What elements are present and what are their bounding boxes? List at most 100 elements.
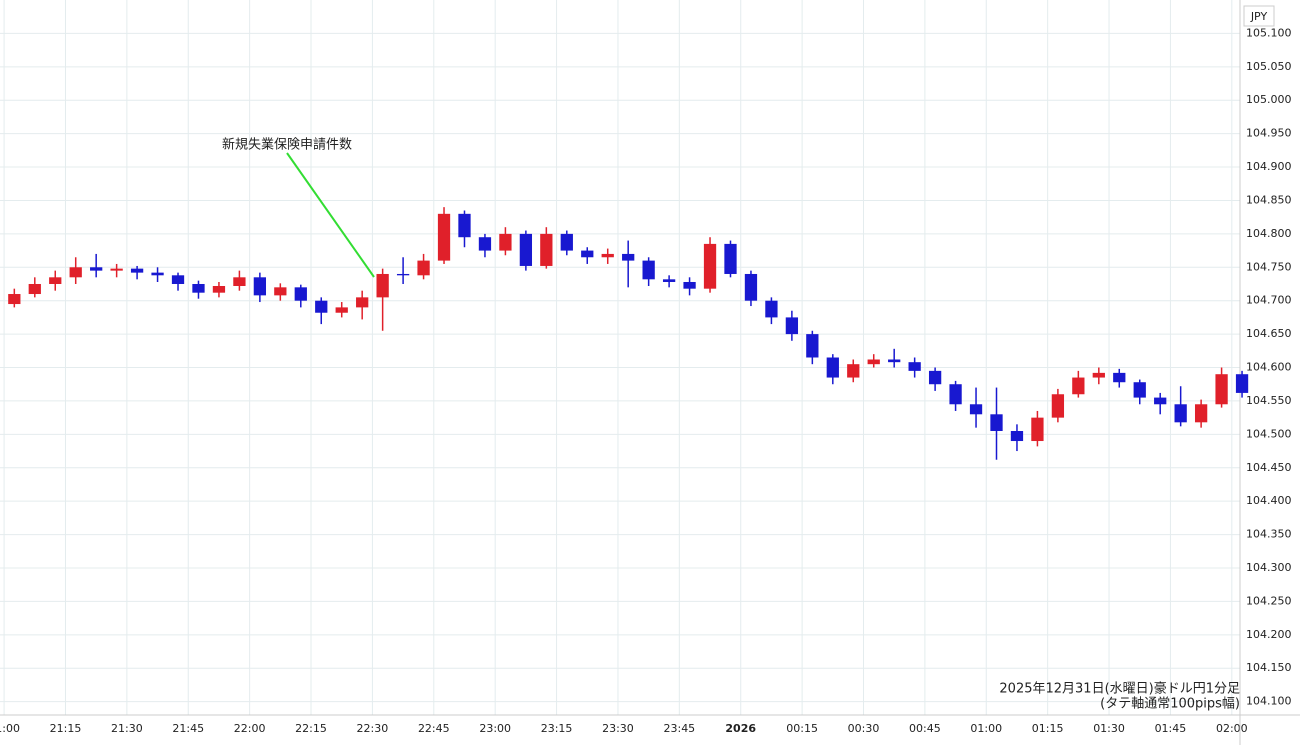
candle-body bbox=[396, 273, 410, 276]
candle-body bbox=[601, 253, 614, 258]
candle-body bbox=[151, 272, 164, 276]
candle-body bbox=[171, 275, 185, 284]
x-tick-label: 21:30 bbox=[111, 722, 143, 735]
candle-body bbox=[233, 277, 246, 286]
candle-body bbox=[90, 267, 103, 271]
unit-label: JPY bbox=[1250, 10, 1268, 23]
x-tick-label: 00:45 bbox=[909, 722, 941, 735]
y-tick-label: 104.100 bbox=[1246, 695, 1292, 708]
candle-body bbox=[130, 268, 144, 273]
candle-body bbox=[662, 279, 676, 282]
candle-body bbox=[335, 307, 348, 313]
x-tick-label: 00:15 bbox=[786, 722, 818, 735]
candle-body bbox=[1133, 382, 1146, 398]
x-tick-label: 01:15 bbox=[1032, 722, 1064, 735]
candle-body bbox=[437, 213, 451, 261]
y-tick-label: 104.500 bbox=[1246, 427, 1292, 440]
candle-body bbox=[1235, 374, 1249, 393]
candle-body bbox=[253, 277, 267, 296]
candle-body bbox=[1154, 397, 1167, 405]
y-tick-label: 104.300 bbox=[1246, 561, 1292, 574]
candle-body bbox=[294, 287, 307, 301]
y-tick-label: 104.900 bbox=[1246, 160, 1292, 173]
y-tick-label: 104.800 bbox=[1246, 227, 1292, 240]
candle-body bbox=[376, 273, 389, 298]
y-tick-label: 104.750 bbox=[1246, 260, 1292, 273]
caption: (タテ軸通常100pips幅) bbox=[1100, 697, 1240, 712]
candle-body bbox=[417, 260, 430, 276]
candle-body bbox=[683, 281, 696, 289]
x-tick-label: 01:30 bbox=[1093, 722, 1125, 735]
candle-body bbox=[8, 294, 21, 305]
candle-body bbox=[560, 233, 573, 251]
x-tick-label: 23:45 bbox=[663, 722, 695, 735]
candle-body bbox=[192, 283, 205, 293]
candle-body bbox=[581, 250, 594, 258]
x-tick-label: 2026 bbox=[725, 722, 756, 735]
candle-body bbox=[826, 357, 839, 378]
candle-body bbox=[458, 213, 471, 238]
x-tick-label: 00:30 bbox=[848, 722, 880, 735]
x-tick-label: 23:00 bbox=[479, 722, 511, 735]
x-tick-label: 22:00 bbox=[234, 722, 266, 735]
candle-body bbox=[744, 273, 758, 301]
candle-body bbox=[49, 277, 62, 284]
candle-body bbox=[990, 414, 1003, 432]
candle-body bbox=[28, 283, 41, 295]
caption: 2025年12月31日(水曜日)豪ドル円1分足 bbox=[999, 681, 1240, 697]
y-tick-label: 105.100 bbox=[1246, 26, 1292, 39]
x-tick-label: 23:30 bbox=[602, 722, 634, 735]
candle-body bbox=[1092, 372, 1105, 378]
x-tick-label: 21:15 bbox=[50, 722, 82, 735]
candle-body bbox=[724, 243, 737, 274]
candle-body bbox=[867, 359, 880, 365]
x-tick-label: 21:45 bbox=[172, 722, 204, 735]
y-tick-label: 104.400 bbox=[1246, 494, 1292, 507]
x-tick-label: 21:00 bbox=[0, 722, 20, 735]
candle-body bbox=[969, 404, 983, 415]
candle-body bbox=[642, 260, 655, 280]
annotation: 新規失業保険申請件数 bbox=[222, 137, 352, 153]
candle-body bbox=[806, 334, 819, 358]
candle-body bbox=[1215, 374, 1228, 405]
candle-body bbox=[540, 233, 553, 266]
y-tick-label: 104.200 bbox=[1246, 628, 1292, 641]
candle-body bbox=[949, 384, 962, 405]
y-tick-label: 104.450 bbox=[1246, 461, 1292, 474]
candle-body bbox=[908, 362, 921, 371]
candle-body bbox=[765, 300, 778, 318]
candle-body bbox=[888, 359, 901, 363]
candle-body bbox=[69, 267, 82, 278]
candle-body bbox=[110, 268, 123, 271]
y-tick-label: 105.050 bbox=[1246, 60, 1292, 73]
candle-body bbox=[274, 287, 287, 296]
candle-body bbox=[1113, 372, 1126, 383]
candle-body bbox=[1174, 404, 1187, 423]
candle-body bbox=[622, 253, 635, 261]
candle-body bbox=[356, 297, 369, 308]
y-tick-label: 104.250 bbox=[1246, 594, 1292, 607]
candle-body bbox=[703, 243, 717, 289]
x-tick-label: 23:15 bbox=[541, 722, 573, 735]
y-tick-label: 104.550 bbox=[1246, 394, 1292, 407]
unit-box bbox=[1243, 5, 1275, 27]
candle-body bbox=[499, 233, 512, 251]
candle-body bbox=[1194, 404, 1208, 423]
x-tick-label: 22:15 bbox=[295, 722, 327, 735]
candle-body bbox=[478, 237, 492, 251]
x-tick-label: 01:00 bbox=[970, 722, 1002, 735]
candle-body bbox=[847, 364, 860, 378]
x-tick-label: 02:00 bbox=[1216, 722, 1248, 735]
y-tick-label: 104.950 bbox=[1246, 127, 1292, 140]
candle-body bbox=[1031, 417, 1044, 442]
candle-body bbox=[1051, 394, 1065, 418]
y-tick-label: 105.000 bbox=[1246, 93, 1292, 106]
candle-body bbox=[212, 286, 226, 293]
candle-body bbox=[1010, 431, 1024, 442]
y-tick-label: 104.150 bbox=[1246, 661, 1292, 674]
candle-body bbox=[519, 233, 533, 266]
candle-body bbox=[928, 370, 942, 385]
x-tick-label: 22:30 bbox=[357, 722, 389, 735]
y-tick-label: 104.600 bbox=[1246, 361, 1292, 374]
